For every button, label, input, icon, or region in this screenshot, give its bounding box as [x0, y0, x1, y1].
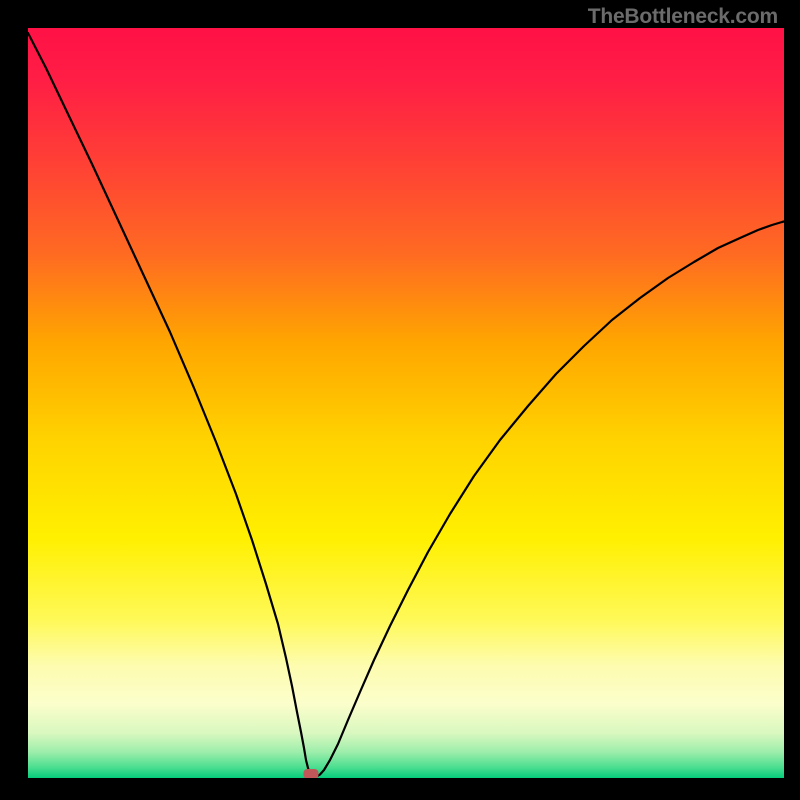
optimal-point-marker	[304, 769, 319, 778]
bottleneck-curve	[28, 33, 784, 777]
chart-frame	[0, 0, 800, 800]
curve-layer	[28, 28, 784, 778]
watermark-text: TheBottleneck.com	[588, 5, 778, 29]
plot-area	[28, 28, 784, 778]
